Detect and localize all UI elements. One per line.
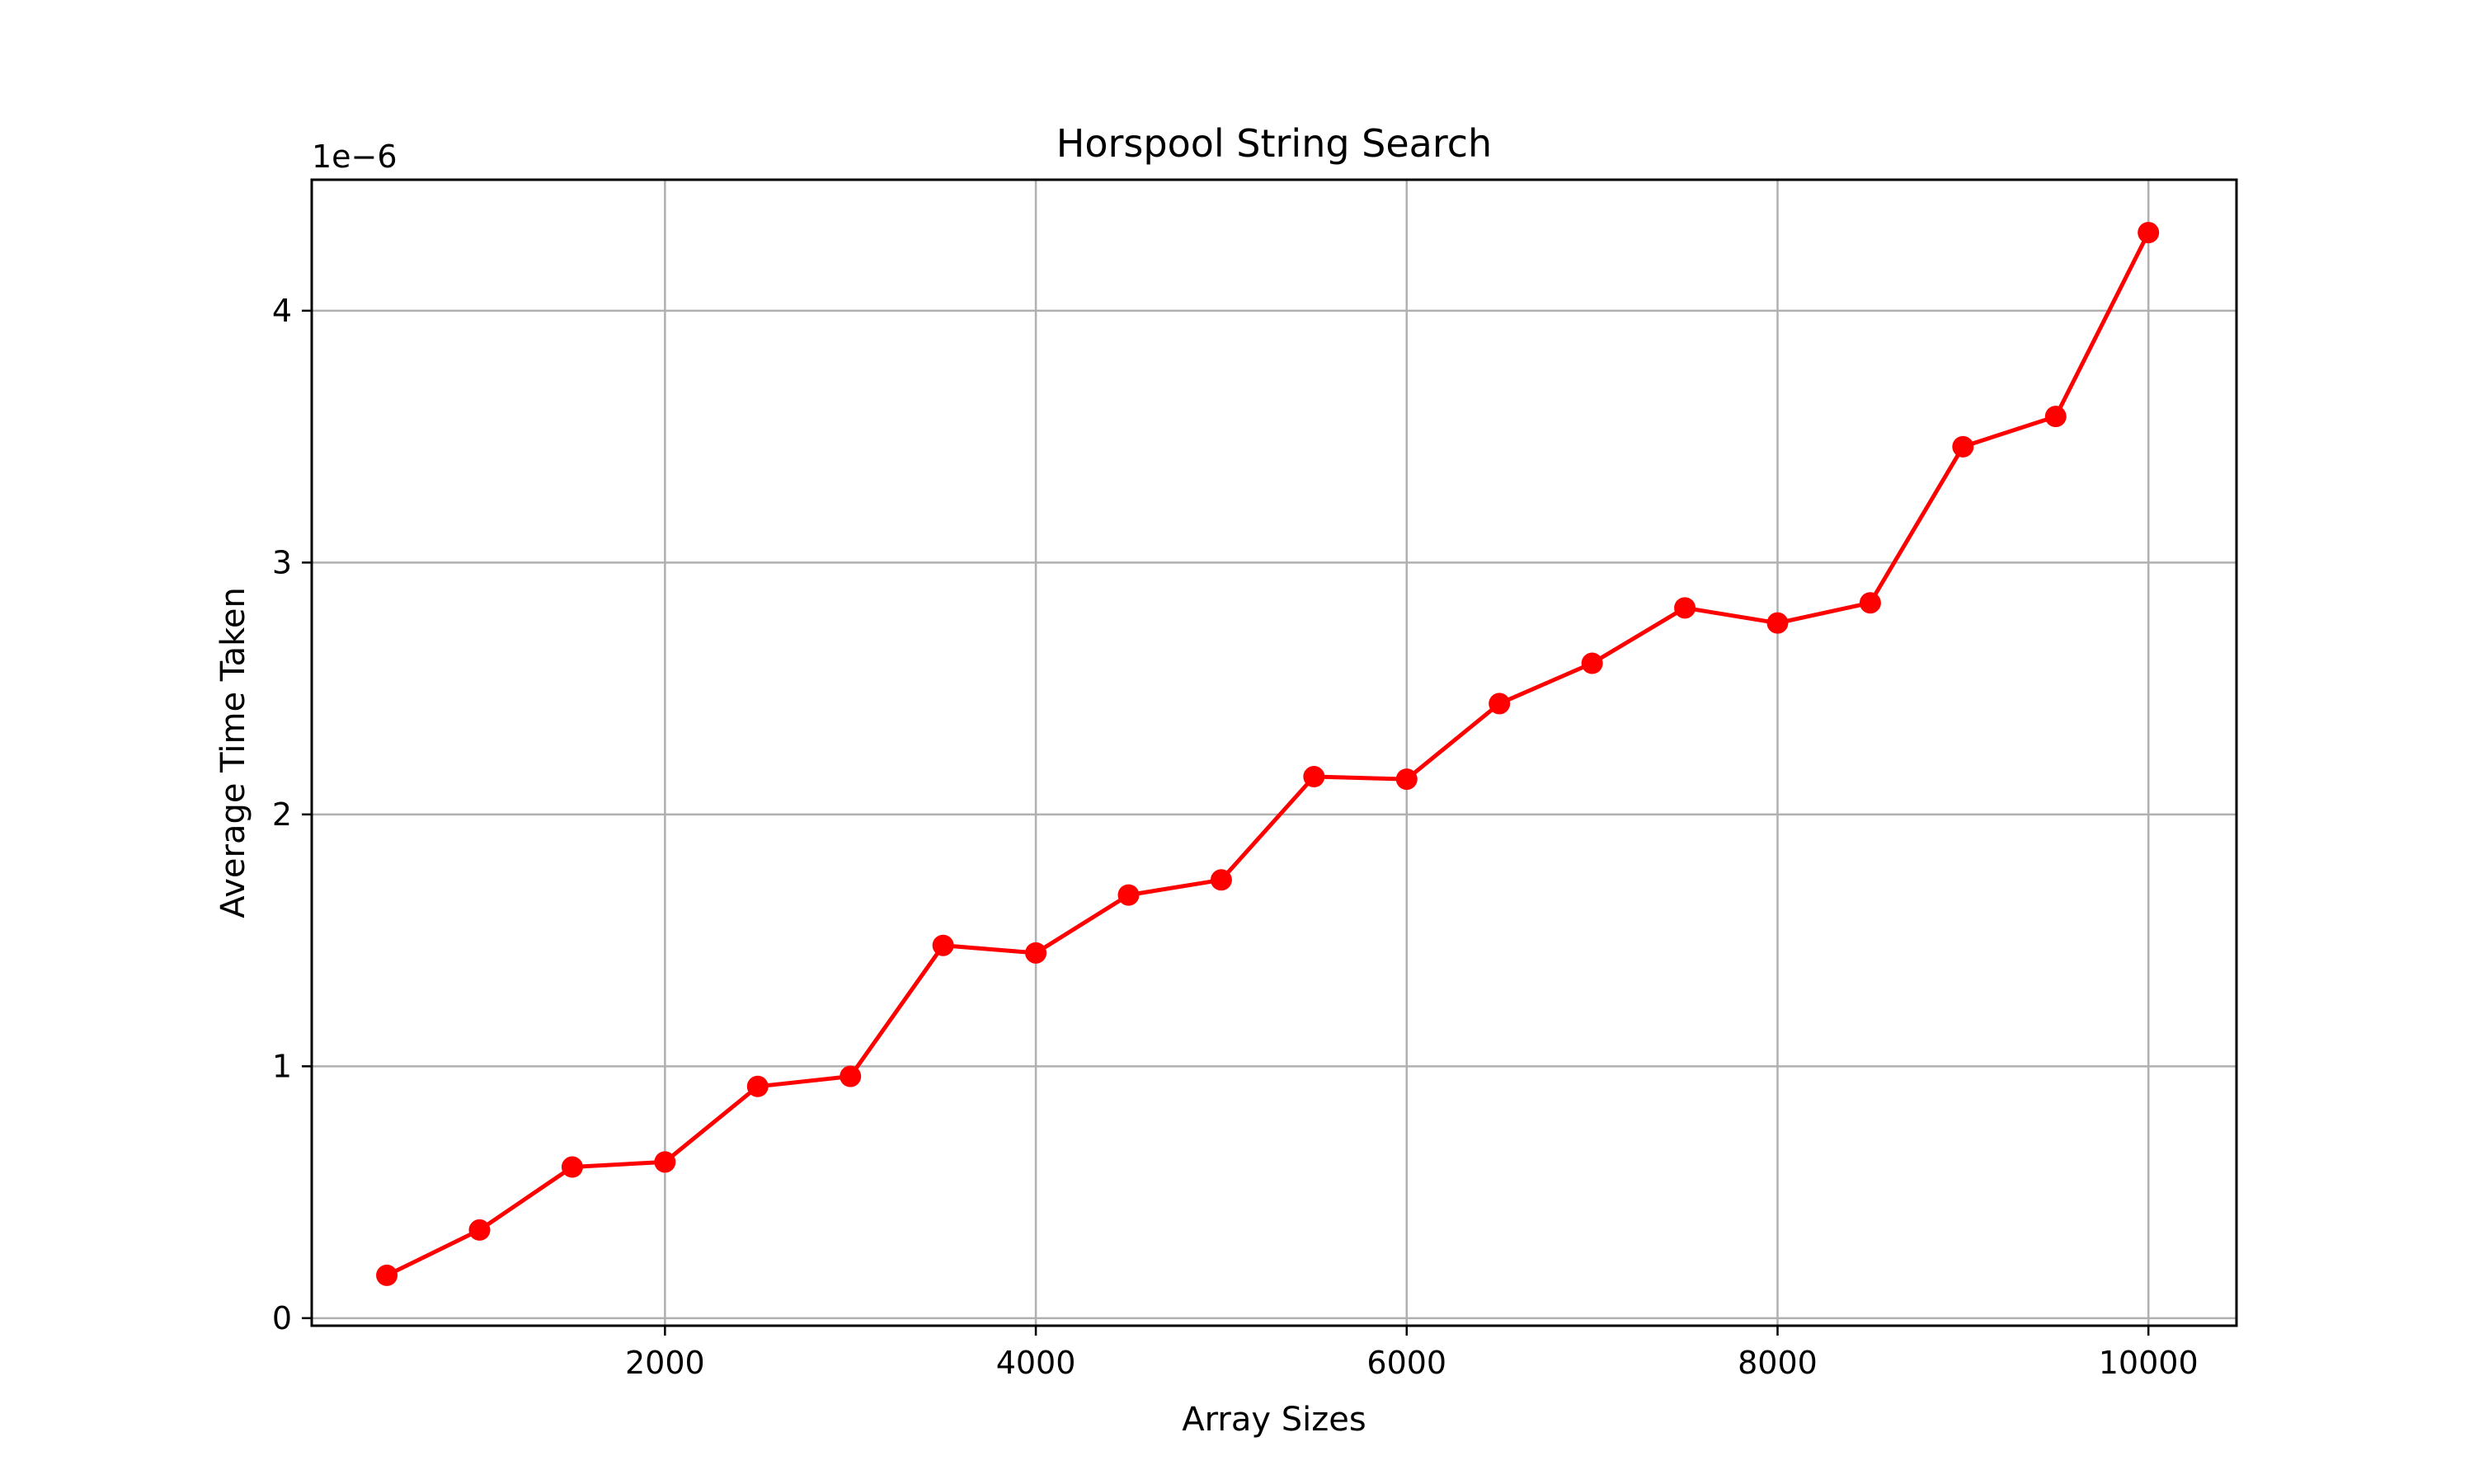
x-tick-label: 4000 [996, 1345, 1076, 1381]
data-point [840, 1065, 862, 1087]
data-point [1210, 869, 1232, 891]
data-point [1117, 884, 1140, 906]
data-point [1303, 766, 1325, 788]
data-point [2044, 406, 2067, 428]
x-tick-label: 2000 [625, 1345, 705, 1381]
y-axis-offset-label: 1e−6 [312, 139, 397, 175]
y-axis-label: Average Time Taken [214, 587, 252, 918]
x-axis-label: Array Sizes [1182, 1401, 1366, 1439]
data-point [376, 1264, 398, 1286]
series-layer [376, 222, 2160, 1286]
x-tick-label: 6000 [1366, 1345, 1446, 1381]
x-tick-label: 8000 [1738, 1345, 1818, 1381]
data-point [932, 934, 954, 956]
data-point [2138, 222, 2160, 244]
data-point [1766, 612, 1789, 634]
data-point [1581, 652, 1603, 674]
data-point [1674, 597, 1696, 619]
data-point [746, 1075, 769, 1097]
grid [312, 180, 2236, 1326]
data-point [468, 1219, 491, 1241]
data-point [561, 1156, 583, 1178]
data-point [1395, 768, 1418, 791]
y-tick-label: 4 [272, 293, 292, 329]
plot-frame [310, 178, 2238, 1327]
x-tick-label: 10000 [2099, 1345, 2199, 1381]
chart-title: Horspool String Search [1056, 121, 1492, 166]
data-point [654, 1151, 676, 1173]
data-point [1489, 693, 1511, 715]
y-tick-label: 3 [272, 544, 292, 580]
ticks: 2000 4000 6000 8000 10000 0 1 2 3 4 [272, 293, 2199, 1381]
data-point [1952, 435, 1974, 458]
y-tick-label: 0 [272, 1300, 292, 1336]
series-line [386, 232, 2151, 1278]
data-point [1025, 942, 1047, 964]
data-point [1859, 592, 1881, 614]
y-tick-label: 2 [272, 796, 292, 833]
y-tick-label: 1 [272, 1048, 292, 1084]
